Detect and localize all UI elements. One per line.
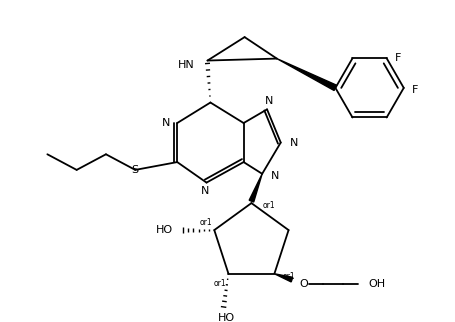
Polygon shape (276, 59, 336, 90)
Text: HO: HO (156, 225, 173, 235)
Text: N: N (162, 118, 170, 128)
Polygon shape (274, 274, 292, 282)
Text: N: N (200, 186, 208, 196)
Text: F: F (394, 53, 400, 63)
Text: OH: OH (367, 279, 384, 289)
Text: HN: HN (177, 61, 194, 71)
Text: N: N (264, 96, 273, 106)
Text: F: F (411, 85, 417, 95)
Text: or1: or1 (282, 272, 294, 281)
Text: O: O (298, 279, 308, 289)
Text: S: S (131, 165, 138, 175)
Text: or1: or1 (262, 201, 274, 210)
Text: or1: or1 (213, 279, 226, 288)
Text: N: N (289, 137, 297, 147)
Polygon shape (248, 174, 262, 202)
Text: N: N (270, 171, 279, 181)
Text: HO: HO (217, 313, 235, 322)
Text: or1: or1 (199, 218, 212, 227)
